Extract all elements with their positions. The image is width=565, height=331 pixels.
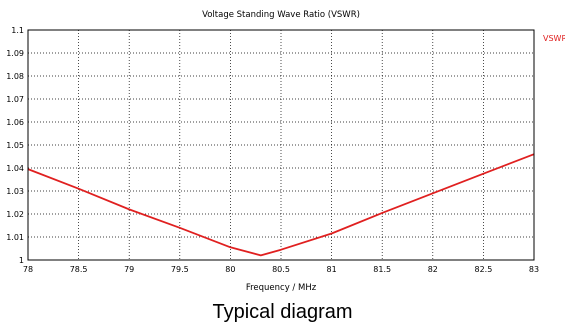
y-tick-label: 1.06 [6,118,24,127]
x-tick-label: 79 [124,265,134,274]
x-tick-label: 81.5 [373,265,391,274]
x-tick-label: 80.5 [272,265,290,274]
chart-title: Voltage Standing Wave Ratio (VSWR) [202,10,360,20]
y-tick-label: 1.05 [6,141,24,150]
x-tick-label: 78.5 [70,265,88,274]
y-tick-label: 1.03 [6,187,24,196]
y-tick-label: 1.09 [6,49,24,58]
x-tick-label: 83 [529,265,539,274]
x-tick-label: 78 [23,265,33,274]
figure-caption: Typical diagram [212,301,353,323]
y-tick-label: 1 [19,256,24,265]
vswr-chart: Voltage Standing Wave Ratio (VSWR) 1 1.01… [6,10,565,293]
grid-lines [28,30,534,260]
y-axis-ticks: 1 1.01 1.02 1.03 1.04 1.05 1.06 1.07 1.08 1.09 1.1 [6,26,24,265]
y-tick-label: 1.02 [6,210,24,219]
x-tick-label: 82 [428,265,438,274]
y-tick-label: 1.01 [6,233,24,242]
y-tick-label: 1.08 [6,72,24,81]
x-tick-label: 82.5 [474,265,492,274]
x-tick-label: 80 [225,265,235,274]
series-line-vswr [27,153,535,257]
x-axis-ticks: 78 78.5 79 79.5 80 80.5 81 81.5 82 82.5 83 [23,265,539,274]
y-tick-label: 1.07 [6,95,24,104]
y-tick-label: 1.1 [11,26,24,35]
x-tick-label: 79.5 [171,265,189,274]
y-tick-label: 1.04 [6,164,24,173]
series-layer [27,153,535,257]
x-axis-label: Frequency / MHz [246,283,317,293]
legend-entry-vswr: VSWR: [543,34,565,43]
x-tick-label: 81 [327,265,337,274]
plot-frame [27,29,535,261]
